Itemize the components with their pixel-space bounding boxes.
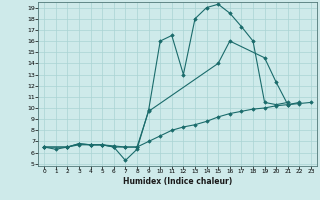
X-axis label: Humidex (Indice chaleur): Humidex (Indice chaleur) — [123, 177, 232, 186]
